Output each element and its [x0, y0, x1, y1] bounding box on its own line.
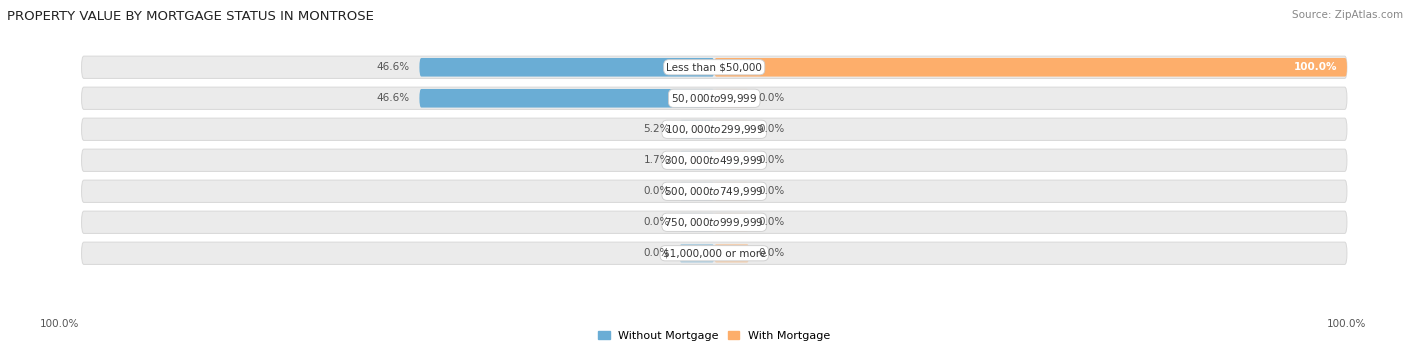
FancyBboxPatch shape	[82, 211, 1347, 234]
FancyBboxPatch shape	[82, 56, 1347, 78]
Text: $750,000 to $999,999: $750,000 to $999,999	[665, 216, 763, 229]
FancyBboxPatch shape	[82, 87, 1347, 109]
Text: 0.0%: 0.0%	[759, 155, 785, 165]
Text: $1,000,000 or more: $1,000,000 or more	[662, 248, 766, 258]
FancyBboxPatch shape	[714, 244, 749, 263]
FancyBboxPatch shape	[82, 149, 1347, 172]
FancyBboxPatch shape	[82, 118, 1347, 140]
Text: $50,000 to $99,999: $50,000 to $99,999	[671, 92, 758, 105]
Text: 0.0%: 0.0%	[644, 186, 669, 196]
Text: 0.0%: 0.0%	[759, 186, 785, 196]
FancyBboxPatch shape	[714, 120, 749, 138]
FancyBboxPatch shape	[714, 182, 749, 201]
FancyBboxPatch shape	[419, 58, 714, 77]
FancyBboxPatch shape	[714, 151, 749, 169]
FancyBboxPatch shape	[679, 213, 714, 232]
Text: 0.0%: 0.0%	[759, 93, 785, 103]
FancyBboxPatch shape	[714, 89, 749, 107]
Text: 1.7%: 1.7%	[644, 155, 669, 165]
Text: Less than $50,000: Less than $50,000	[666, 62, 762, 72]
FancyBboxPatch shape	[714, 58, 1347, 77]
Text: 100.0%: 100.0%	[1327, 319, 1367, 329]
Text: $300,000 to $499,999: $300,000 to $499,999	[665, 154, 763, 167]
Text: $500,000 to $749,999: $500,000 to $749,999	[665, 185, 763, 198]
Text: 0.0%: 0.0%	[644, 217, 669, 227]
FancyBboxPatch shape	[714, 213, 749, 232]
Text: $100,000 to $299,999: $100,000 to $299,999	[665, 123, 763, 136]
Text: 0.0%: 0.0%	[759, 124, 785, 134]
FancyBboxPatch shape	[679, 151, 714, 169]
Text: 46.6%: 46.6%	[377, 62, 411, 72]
Text: Source: ZipAtlas.com: Source: ZipAtlas.com	[1292, 10, 1403, 20]
Legend: Without Mortgage, With Mortgage: Without Mortgage, With Mortgage	[599, 331, 830, 341]
Text: 100.0%: 100.0%	[1294, 62, 1337, 72]
FancyBboxPatch shape	[679, 182, 714, 201]
Text: 0.0%: 0.0%	[759, 248, 785, 258]
Text: 0.0%: 0.0%	[759, 217, 785, 227]
Text: PROPERTY VALUE BY MORTGAGE STATUS IN MONTROSE: PROPERTY VALUE BY MORTGAGE STATUS IN MON…	[7, 10, 374, 23]
FancyBboxPatch shape	[82, 242, 1347, 264]
FancyBboxPatch shape	[82, 180, 1347, 203]
Text: 0.0%: 0.0%	[644, 248, 669, 258]
Text: 5.2%: 5.2%	[644, 124, 669, 134]
Text: 100.0%: 100.0%	[39, 319, 79, 329]
Text: 46.6%: 46.6%	[377, 93, 411, 103]
FancyBboxPatch shape	[679, 244, 714, 263]
FancyBboxPatch shape	[419, 89, 714, 107]
FancyBboxPatch shape	[679, 120, 714, 138]
